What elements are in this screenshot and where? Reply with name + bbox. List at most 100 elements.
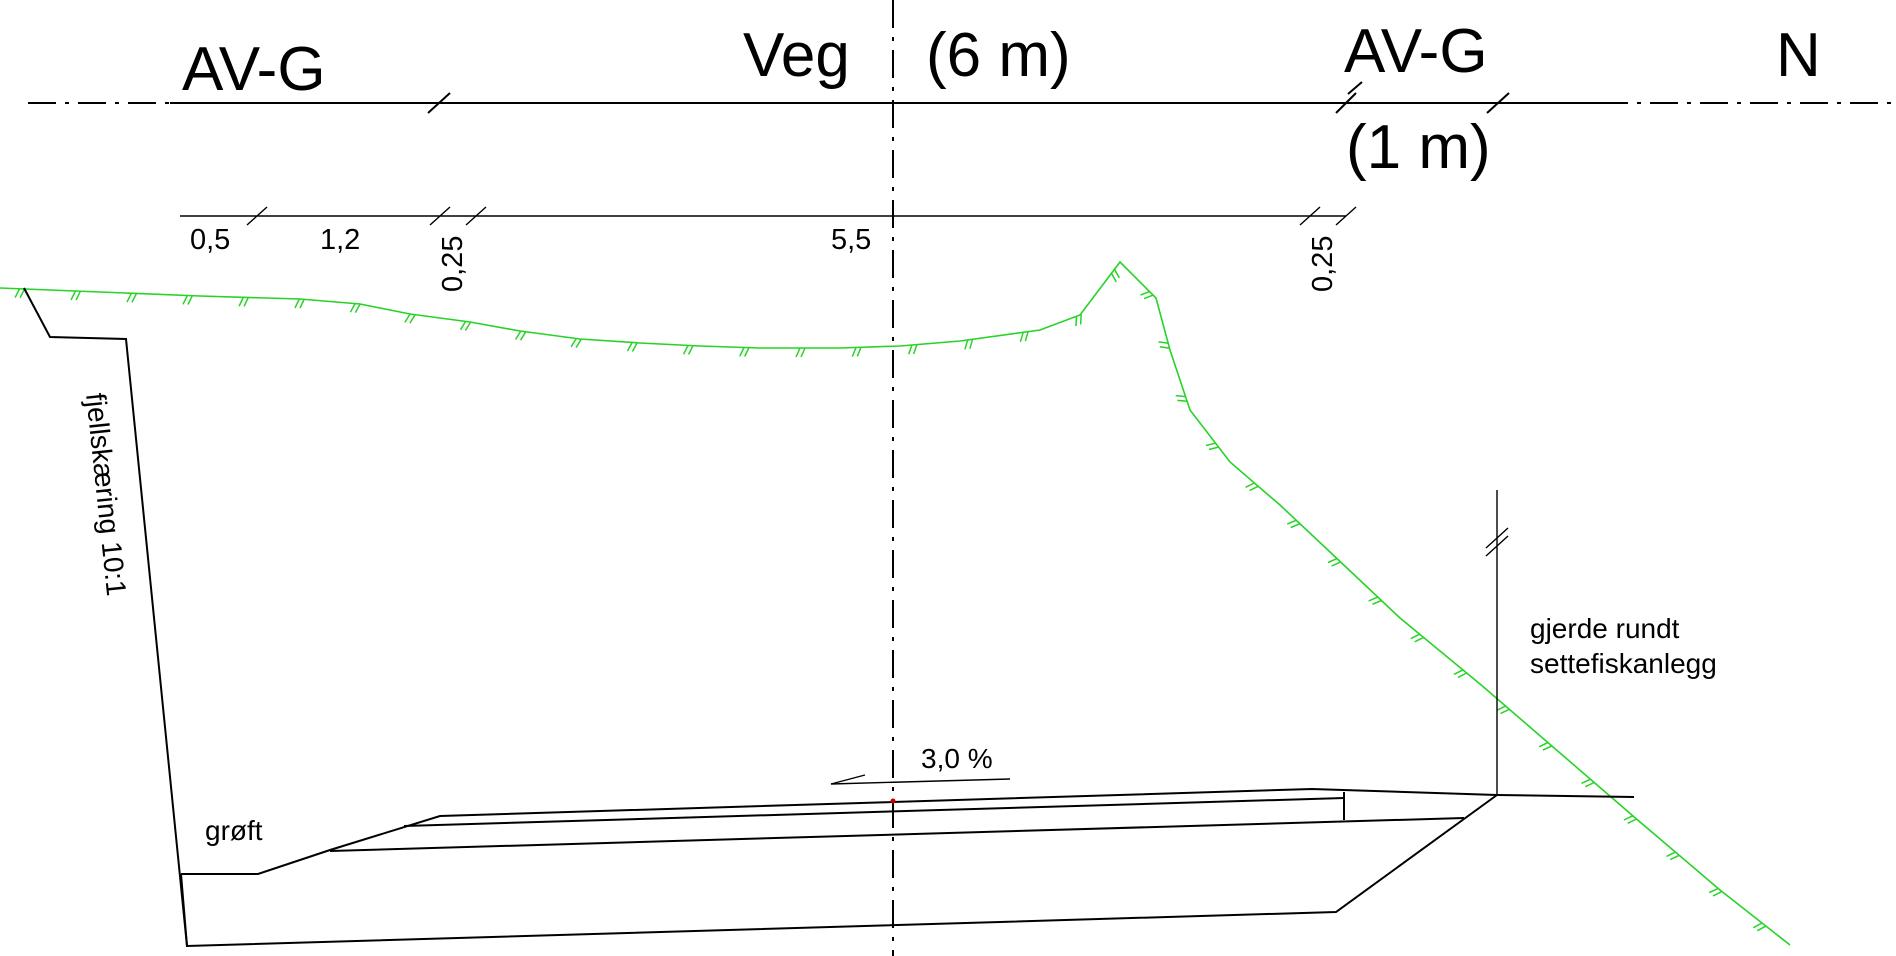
terrain-hatching: [14, 268, 1767, 932]
north-side-label: N: [1776, 21, 1821, 90]
dimension-5-5: 5,5: [831, 224, 871, 256]
terrain-hatch-tick: [1331, 561, 1341, 567]
ditch-label: grøft: [205, 815, 263, 846]
slope-arrow: [830, 774, 1011, 785]
terrain-hatch-tick: [187, 295, 193, 305]
terrain-hatch-tick: [1410, 633, 1421, 640]
terrain-hatch-tick: [1079, 314, 1082, 325]
terrain-hatch-tick: [687, 345, 694, 355]
terrain-hatch-tick: [626, 342, 633, 352]
terrain-hatch-tick: [1177, 399, 1188, 403]
terrain-hatch-tick: [126, 292, 133, 303]
terrain-hatch-tick: [1368, 596, 1379, 602]
terrain-hatch-tick: [514, 330, 522, 340]
terrain-hatch-tick: [795, 347, 801, 358]
zone-boundary-line: [28, 81, 1896, 114]
fence-label-line-1: gjerde rundt: [1530, 613, 1680, 644]
terrain-hatch-tick: [459, 321, 467, 331]
terrain-hatch-tick: [1140, 290, 1150, 296]
terrain-hatch-tick: [1453, 669, 1464, 675]
terrain-hatch-tick: [1712, 890, 1723, 897]
terrain-hatch-tick: [1753, 922, 1763, 929]
terrain-hatch-tick: [1414, 636, 1424, 643]
terrain-hatch-tick: [907, 344, 913, 355]
terrain-hatch-tick: [912, 344, 918, 355]
rock-cut-label: fjellskæring 10:1: [80, 391, 132, 597]
terrain-hatch-tick: [294, 298, 300, 309]
terrain-hatch-tick: [744, 347, 750, 357]
terrain-hatch-tick: [1175, 394, 1186, 398]
terrain-hatch-tick: [575, 338, 582, 348]
terrain-hatch-tick: [851, 347, 857, 357]
terrain-hatch-tick: [1286, 519, 1297, 525]
terrain-hatch-tick: [14, 288, 21, 298]
terrain-hatch-tick: [404, 313, 411, 323]
dimension-1-2: 1,2: [320, 224, 360, 256]
fence-post: [1485, 490, 1509, 795]
terrain-hatch-tick: [1024, 331, 1029, 342]
terrain-hatch-tick: [1666, 851, 1676, 858]
terrain-hatch-tick: [1538, 741, 1549, 748]
terrain-hatch-tick: [409, 314, 416, 324]
terrain-hatch-tick: [1019, 332, 1024, 343]
terrain-hatch-tick: [1457, 672, 1468, 679]
terrain-hatch-tick: [1500, 708, 1510, 715]
terrain-hatch-tick: [1245, 482, 1255, 488]
terrain-hatch-tick: [243, 297, 249, 307]
terrain-hatch-tick: [1372, 599, 1382, 605]
terrain-hatch-tick: [70, 290, 77, 301]
terrain-hatch-tick: [1542, 745, 1553, 751]
slope-label: 3,0 %: [921, 743, 993, 774]
terrain-hatch-tick: [1627, 818, 1637, 824]
terrain-hatch-tick: [182, 295, 189, 305]
terrain-hatch-tick: [75, 290, 82, 301]
terrain-hatch-tick: [1623, 815, 1634, 821]
terrain-hatch-tick: [800, 347, 806, 358]
terrain-hatch-tick: [1208, 446, 1219, 451]
terrain-hatch-tick: [1249, 485, 1259, 492]
terrain-hatch-tick: [1496, 705, 1506, 711]
terrain-hatch-tick: [1584, 781, 1595, 788]
terrain-hatch-tick: [969, 339, 974, 349]
terrain-hatch-tick: [1159, 345, 1170, 349]
terrain-hatch-tick: [1158, 341, 1169, 345]
terrain-hatch-tick: [1708, 887, 1719, 894]
terrain-hatch-tick: [631, 342, 638, 352]
terrain-hatch-tick: [570, 338, 577, 348]
terrain-hatch-tick: [299, 298, 305, 309]
terrain-hatch-tick: [1581, 778, 1591, 785]
terrain-hatch-tick: [1143, 294, 1154, 300]
terrain-hatch-tick: [349, 303, 356, 313]
terrain-hatch-tick: [682, 345, 689, 355]
terrain-hatch-tick: [519, 331, 527, 341]
dimension-line: [180, 206, 1357, 226]
terrain-hatch-tick: [1756, 925, 1767, 932]
rock-cut-slope: [23, 287, 188, 947]
terrain-hatch-tick: [856, 347, 862, 357]
terrain-hatch-tick: [1075, 316, 1078, 327]
centre-point-marker: [890, 798, 896, 804]
terrain-hatch-tick: [1205, 442, 1216, 447]
terrain-hatch-tick: [1110, 272, 1117, 283]
terrain-line: [0, 260, 1791, 946]
terrain-hatch-tick: [1327, 557, 1338, 564]
terrain-hatch-tick: [238, 296, 244, 307]
road-label: Veg: [743, 21, 850, 90]
terrain-hatch-tick: [1669, 854, 1680, 861]
terrain-hatch-tick: [1290, 523, 1301, 529]
right-width-label: (1 m): [1346, 113, 1491, 182]
dimension-0-25-left: 0,25: [437, 236, 469, 292]
terrain-hatch-tick: [19, 288, 26, 299]
dimension-0-5: 0,5: [190, 224, 230, 256]
left-zone-label: AV-G: [182, 35, 326, 104]
terrain-hatch-tick: [964, 339, 969, 350]
terrain-hatch-tick: [464, 321, 472, 331]
dimension-0-25-right: 0,25: [1307, 236, 1339, 292]
terrain-hatch-tick: [354, 303, 361, 313]
terrain-hatch-tick: [739, 347, 745, 357]
road-width-label: (6 m): [926, 21, 1071, 90]
right-zone-label: AV-G: [1344, 17, 1488, 86]
terrain-hatch-tick: [131, 293, 138, 303]
road-body: [180, 787, 1635, 948]
